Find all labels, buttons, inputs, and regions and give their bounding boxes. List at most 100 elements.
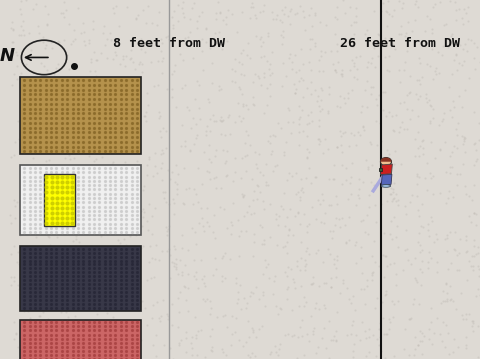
Point	[376, 334, 384, 340]
Point	[126, 303, 133, 309]
Point	[150, 84, 157, 89]
Point	[231, 155, 239, 160]
Point	[78, 258, 86, 264]
Point	[256, 169, 264, 175]
Point	[26, 122, 34, 128]
Point	[429, 106, 437, 112]
Point	[40, 309, 48, 315]
Point	[381, 160, 388, 165]
Point	[168, 94, 176, 100]
Point	[342, 100, 349, 106]
Point	[375, 342, 383, 348]
Point	[78, 171, 86, 176]
Point	[312, 216, 320, 222]
Point	[382, 331, 390, 337]
Point	[114, 133, 122, 139]
Point	[345, 143, 353, 149]
Point	[66, 267, 74, 273]
Point	[25, 30, 33, 36]
Point	[408, 192, 416, 198]
Point	[219, 253, 227, 259]
Point	[44, 297, 51, 303]
Point	[163, 228, 170, 234]
Point	[156, 113, 163, 119]
Point	[132, 206, 140, 212]
Point	[259, 289, 267, 295]
Point	[67, 113, 75, 119]
Point	[170, 67, 178, 73]
Point	[469, 210, 477, 215]
Point	[427, 139, 434, 144]
Point	[65, 206, 72, 212]
Point	[259, 292, 267, 298]
Point	[264, 33, 272, 39]
Point	[315, 283, 323, 288]
Point	[236, 60, 243, 65]
Point	[105, 306, 113, 312]
Point	[435, 70, 443, 76]
Point	[410, 353, 418, 358]
Point	[178, 143, 185, 149]
Point	[456, 172, 464, 177]
Point	[348, 322, 356, 328]
Point	[291, 90, 299, 95]
Point	[257, 34, 265, 40]
Point	[458, 312, 466, 318]
Point	[163, 248, 170, 254]
Point	[35, 80, 42, 85]
Point	[333, 328, 340, 334]
Point	[95, 174, 102, 180]
Point	[433, 269, 441, 275]
Point	[322, 136, 329, 141]
Point	[82, 42, 89, 48]
Point	[467, 219, 474, 225]
Point	[37, 94, 45, 100]
Point	[134, 229, 142, 235]
Point	[290, 332, 298, 338]
Point	[299, 333, 306, 339]
Point	[26, 131, 34, 137]
Point	[53, 320, 60, 326]
Point	[301, 27, 309, 33]
Point	[306, 46, 314, 52]
Point	[305, 12, 312, 18]
Point	[91, 165, 98, 171]
Point	[388, 113, 396, 119]
Point	[293, 170, 300, 176]
Point	[338, 73, 346, 79]
Point	[465, 214, 472, 219]
Point	[24, 269, 31, 275]
Point	[19, 216, 27, 222]
Point	[357, 255, 364, 261]
Point	[118, 132, 126, 137]
Point	[383, 331, 390, 337]
Point	[75, 201, 83, 206]
Point	[97, 50, 105, 56]
Point	[20, 218, 27, 224]
Point	[67, 120, 74, 126]
Point	[96, 254, 103, 260]
Point	[415, 56, 423, 61]
Point	[264, 85, 271, 91]
Point	[369, 84, 376, 90]
Point	[228, 331, 236, 336]
Point	[318, 48, 325, 54]
Point	[68, 168, 76, 174]
Point	[318, 192, 326, 197]
Point	[468, 318, 476, 324]
Point	[223, 324, 230, 330]
Point	[446, 171, 454, 176]
Point	[227, 231, 235, 237]
Point	[318, 85, 325, 91]
Point	[411, 17, 419, 23]
Point	[307, 91, 314, 97]
Point	[117, 61, 124, 67]
Point	[394, 202, 402, 208]
Point	[285, 107, 292, 113]
Point	[41, 330, 48, 336]
Point	[192, 276, 200, 282]
Point	[11, 274, 18, 280]
Point	[155, 257, 163, 263]
Point	[381, 54, 389, 60]
Point	[349, 293, 357, 299]
